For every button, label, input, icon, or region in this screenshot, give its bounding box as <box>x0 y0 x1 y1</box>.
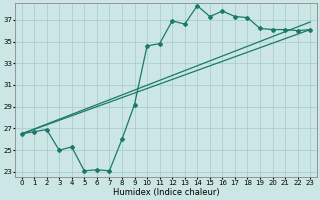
X-axis label: Humidex (Indice chaleur): Humidex (Indice chaleur) <box>113 188 219 197</box>
